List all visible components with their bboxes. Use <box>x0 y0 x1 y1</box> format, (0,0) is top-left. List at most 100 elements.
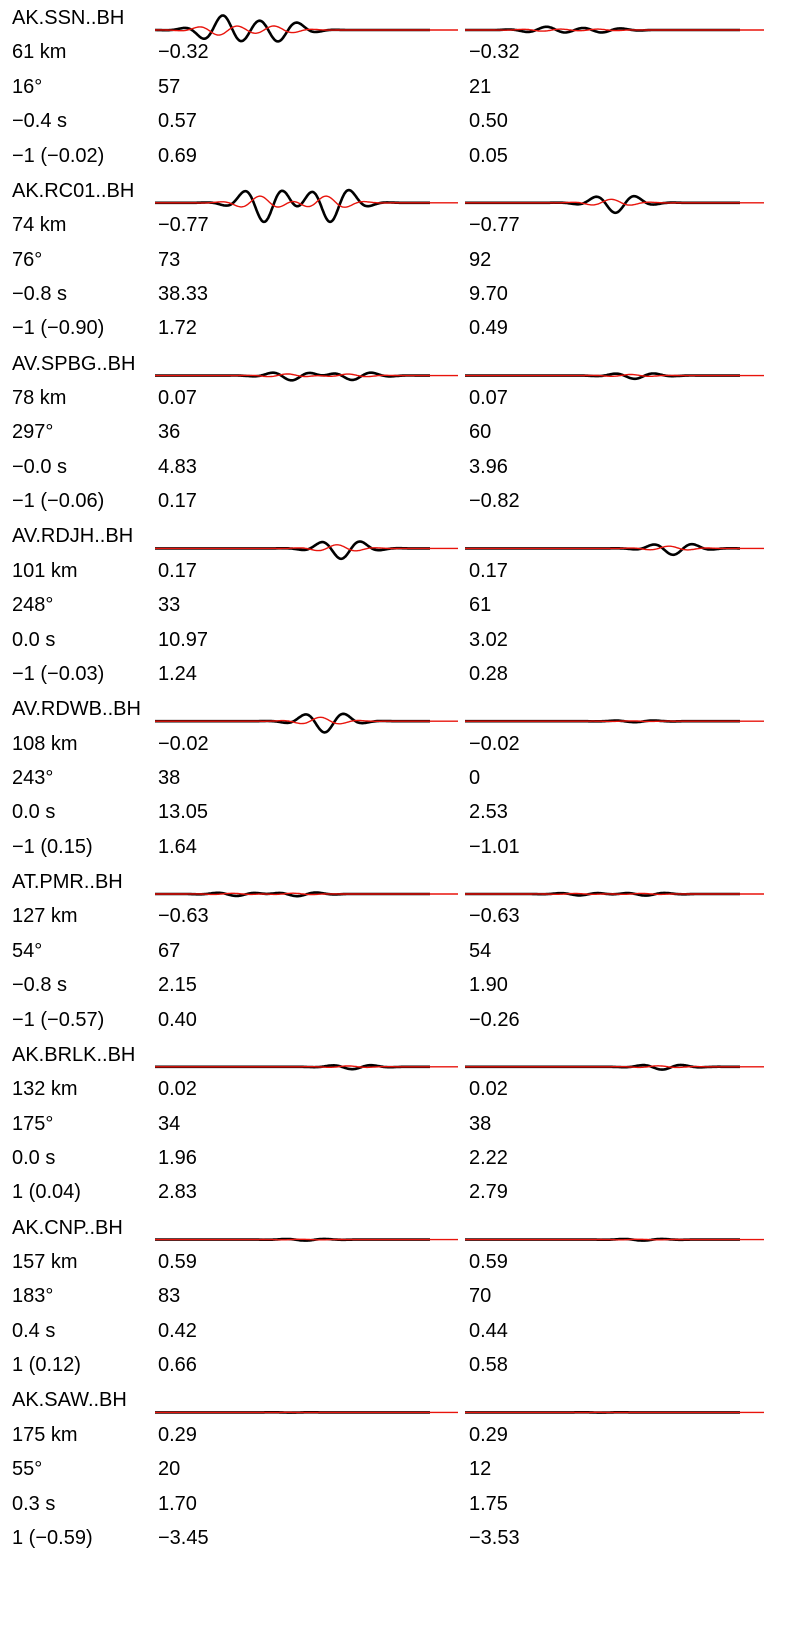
right-panel-log-amp: 0.49 <box>469 317 508 340</box>
left-panel-cc: 0.59 <box>158 1251 197 1273</box>
right-panel-log-amp: 0.58 <box>469 1354 508 1377</box>
right-synthetic-trace <box>465 892 764 896</box>
left-panel-amp-ratio: 10.97 <box>158 628 209 651</box>
station-azimuth: 183° <box>12 1285 54 1308</box>
left-panel-amp-ratio: 38.33 <box>158 283 209 305</box>
left-panel-cc: −0.77 <box>158 214 209 237</box>
right-panel-cc: −0.77 <box>469 214 520 237</box>
right-panel-percent: 61 <box>469 594 492 617</box>
left-synthetic-trace <box>155 195 458 208</box>
right-panel-percent: 38 <box>469 1112 492 1135</box>
station-polarity: −1 (0.15) <box>12 835 93 858</box>
station-polarity: 1 (−0.59) <box>12 1527 93 1549</box>
left-observed-trace <box>154 712 431 734</box>
left-panel-amp-ratio: 2.15 <box>158 974 197 997</box>
left-panel-percent: 57 <box>158 75 181 98</box>
station-distance: 101 km <box>12 559 78 582</box>
left-panel-amp-ratio: 1.96 <box>158 1147 197 1169</box>
left-panel-percent: 34 <box>158 1112 181 1135</box>
left-panel-amp-ratio: 0.42 <box>158 1319 197 1342</box>
station-time-shift: 0.4 s <box>12 1319 56 1342</box>
right-panel-cc: −0.02 <box>469 732 520 755</box>
station-name: AK.RC01..BH <box>12 179 135 202</box>
right-panel-amp-ratio: 2.22 <box>469 1147 508 1169</box>
station-distance: 175 km <box>12 1423 78 1446</box>
left-panel-cc: −0.63 <box>158 905 209 928</box>
station-name: AV.SPBG..BH <box>12 352 136 375</box>
left-synthetic-trace <box>155 892 458 896</box>
station-distance: 157 km <box>12 1251 78 1273</box>
station-distance: 61 km <box>12 41 67 64</box>
right-panel-amp-ratio: 0.50 <box>469 110 508 133</box>
station-azimuth: 54° <box>12 939 43 962</box>
right-panel-percent: 70 <box>469 1285 492 1308</box>
right-panel-log-amp: −0.82 <box>469 490 520 513</box>
station-polarity: 1 (0.12) <box>12 1354 81 1377</box>
left-panel-log-amp: 0.69 <box>158 144 197 167</box>
station-name: AK.BRLK..BH <box>12 1043 136 1066</box>
left-panel-log-amp: 0.40 <box>158 1008 197 1031</box>
station-azimuth: 243° <box>12 767 54 789</box>
right-panel-amp-ratio: 0.44 <box>469 1319 508 1342</box>
left-panel-amp-ratio: 13.05 <box>158 801 209 824</box>
station-polarity: −1 (−0.06) <box>12 490 105 513</box>
left-panel-percent: 36 <box>158 421 181 444</box>
left-panel-cc: 0.17 <box>158 559 197 582</box>
station-azimuth: 297° <box>12 421 54 444</box>
station-time-shift: 0.0 s <box>12 801 56 824</box>
right-synthetic-trace <box>465 373 764 377</box>
left-panel-amp-ratio: 1.70 <box>158 1492 197 1515</box>
station-polarity: −1 (−0.57) <box>12 1008 105 1031</box>
station-name: AV.RDJH..BH <box>12 525 134 548</box>
station-distance: 127 km <box>12 905 78 928</box>
station-time-shift: −0.8 s <box>12 974 68 997</box>
right-panel-log-amp: 2.79 <box>469 1181 508 1204</box>
right-panel-log-amp: −1.01 <box>469 835 520 858</box>
right-panel-log-amp: 0.05 <box>469 144 508 167</box>
right-panel-percent: 0 <box>469 767 481 789</box>
right-panel-amp-ratio: 3.96 <box>469 455 508 478</box>
right-panel-amp-ratio: 2.53 <box>469 801 508 824</box>
left-panel-cc: −0.02 <box>158 732 209 755</box>
station-name: AK.SAW..BH <box>12 1389 127 1412</box>
station-polarity: −1 (−0.03) <box>12 663 105 685</box>
left-synthetic-trace <box>155 1065 458 1069</box>
left-panel-percent: 33 <box>158 594 181 617</box>
left-observed-trace <box>154 540 431 561</box>
station-polarity: −1 (−0.90) <box>12 317 105 340</box>
right-synthetic-trace <box>465 1065 764 1069</box>
right-observed-trace <box>464 542 741 557</box>
right-panel-percent: 60 <box>469 421 492 444</box>
station-distance: 78 km <box>12 387 67 409</box>
station-time-shift: −0.4 s <box>12 110 68 133</box>
right-panel-cc: −0.63 <box>469 905 520 928</box>
right-panel-log-amp: 0.28 <box>469 663 508 685</box>
right-panel-cc: 0.29 <box>469 1423 508 1446</box>
station-name: AT.PMR..BH <box>12 871 123 893</box>
right-panel-cc: 0.07 <box>469 387 508 409</box>
station-time-shift: 0.0 s <box>12 1147 56 1169</box>
left-panel-cc: 0.07 <box>158 387 197 409</box>
left-synthetic-trace <box>155 544 458 552</box>
right-panel-log-amp: −3.53 <box>469 1527 520 1549</box>
left-observed-trace <box>154 14 431 43</box>
station-azimuth: 76° <box>12 248 43 271</box>
right-panel-percent: 21 <box>469 75 492 98</box>
left-panel-percent: 20 <box>158 1458 181 1481</box>
left-panel-log-amp: 1.24 <box>158 663 197 685</box>
right-panel-percent: 12 <box>469 1458 492 1481</box>
left-panel-percent: 73 <box>158 248 181 271</box>
station-name: AK.CNP..BH <box>12 1216 123 1239</box>
left-panel-percent: 38 <box>158 767 181 789</box>
left-panel-percent: 83 <box>158 1285 181 1308</box>
station-azimuth: 55° <box>12 1458 43 1481</box>
right-panel-cc: 0.59 <box>469 1251 508 1273</box>
left-panel-log-amp: 1.64 <box>158 835 197 858</box>
station-distance: 132 km <box>12 1078 78 1101</box>
left-synthetic-trace <box>155 25 458 36</box>
station-azimuth: 175° <box>12 1112 54 1135</box>
right-panel-cc: −0.32 <box>469 41 520 64</box>
station-time-shift: −0.8 s <box>12 283 68 305</box>
right-panel-amp-ratio: 1.90 <box>469 974 508 997</box>
